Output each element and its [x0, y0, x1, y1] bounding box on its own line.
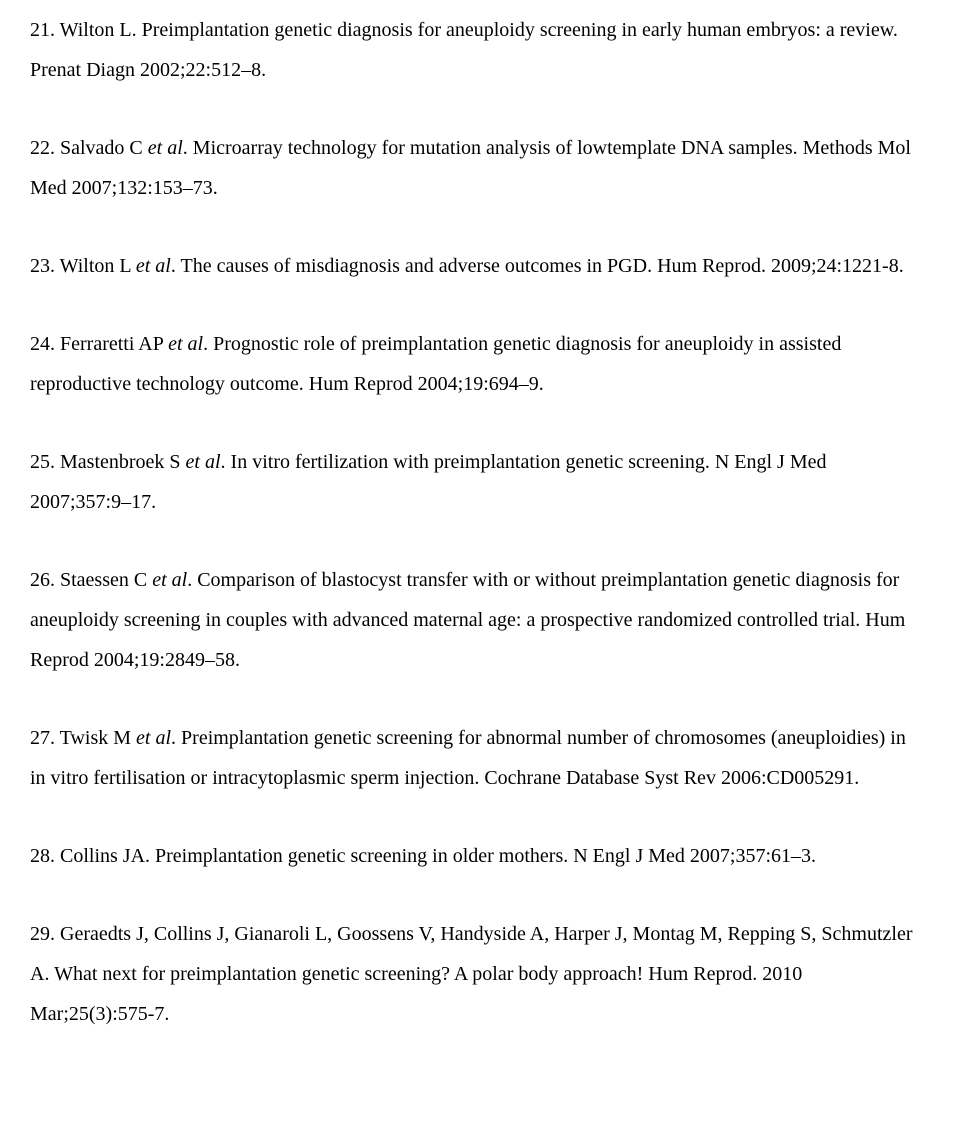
ref-number: 28 — [30, 845, 50, 867]
ref-text: . Wilton L. Preimplantation genetic diag… — [30, 19, 898, 81]
ref-italic: et al — [186, 451, 221, 473]
ref-italic: et al — [152, 569, 187, 591]
ref-number: 23 — [30, 255, 50, 277]
reference-26: 26. Staessen C et al. Comparison of blas… — [30, 560, 920, 680]
ref-italic: et al — [136, 255, 171, 277]
ref-number: 25 — [30, 451, 50, 473]
reference-21: 21. Wilton L. Preimplantation genetic di… — [30, 10, 920, 90]
ref-italic: et al — [148, 137, 183, 159]
ref-text: . Staessen C — [50, 569, 152, 591]
ref-text: . Geraedts J, Collins J, Gianaroli L, Go… — [30, 923, 913, 1025]
ref-text: . Wilton L — [50, 255, 136, 277]
document-page: 21. Wilton L. Preimplantation genetic di… — [0, 0, 960, 1044]
reference-29: 29. Geraedts J, Collins J, Gianaroli L, … — [30, 914, 920, 1034]
ref-number: 26 — [30, 569, 50, 591]
ref-number: 29 — [30, 923, 50, 945]
reference-25: 25. Mastenbroek S et al. In vitro fertil… — [30, 442, 920, 522]
ref-text: . Twisk M — [50, 727, 136, 749]
ref-number: 27 — [30, 727, 50, 749]
reference-23: 23. Wilton L et al. The causes of misdia… — [30, 246, 920, 286]
ref-text: . Ferraretti AP — [50, 333, 168, 355]
ref-italic: et al — [136, 727, 171, 749]
ref-text: . Mastenbroek S — [50, 451, 186, 473]
reference-24: 24. Ferraretti AP et al. Prognostic role… — [30, 324, 920, 404]
ref-number: 24 — [30, 333, 50, 355]
reference-28: 28. Collins JA. Preimplantation genetic … — [30, 836, 920, 876]
ref-text: . Salvado C — [50, 137, 148, 159]
ref-italic: et al — [168, 333, 203, 355]
ref-number: 22 — [30, 137, 50, 159]
reference-22: 22. Salvado C et al. Microarray technolo… — [30, 128, 920, 208]
ref-text: . Collins JA. Preimplantation genetic sc… — [50, 845, 816, 867]
ref-number: 21 — [30, 19, 50, 41]
reference-27: 27. Twisk M et al. Preimplantation genet… — [30, 718, 920, 798]
ref-text: . The causes of misdiagnosis and adverse… — [171, 255, 904, 277]
